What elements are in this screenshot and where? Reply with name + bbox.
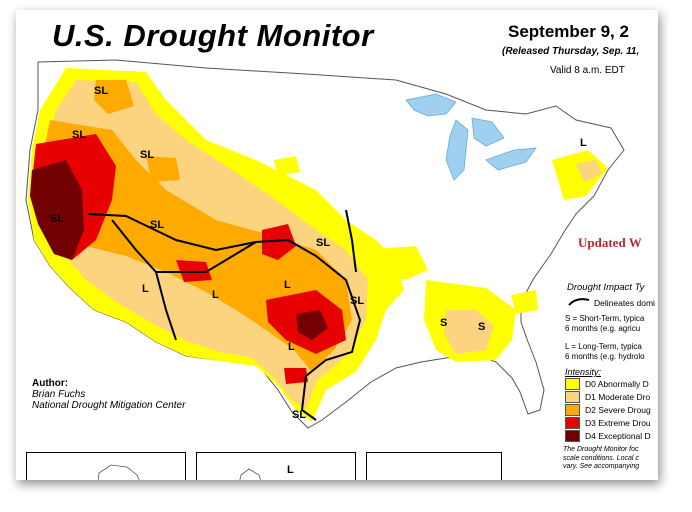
region-label-sl: SL — [50, 213, 64, 225]
region-label-s: S — [440, 317, 447, 329]
region-label-sl: SL — [292, 409, 306, 421]
impact-long-term-line2: 6 months (e.g. hydrolo — [565, 352, 645, 361]
intensity-legend: D0 Abnormally D D1 Moderate Dro D2 Sever… — [565, 377, 651, 442]
updated-note: Updated W — [578, 235, 642, 250]
legend-item-d2: D2 Severe Droug — [565, 403, 651, 416]
legend-label-d1: D1 Moderate Dro — [585, 391, 651, 402]
d4-areas — [30, 160, 328, 340]
great-lakes — [405, 93, 537, 181]
legend-label-d3: D3 Extreme Drou — [585, 417, 651, 428]
footnote-line2: scale conditions. Local c — [563, 454, 639, 462]
map-title: U.S. Drought Monitor — [52, 18, 374, 53]
legend-swatch-d4 — [565, 429, 580, 442]
valid-time: Valid 8 a.m. EDT — [550, 65, 625, 76]
hawaii-inset: L — [196, 452, 356, 480]
hawaii-shape: L — [239, 464, 294, 480]
legend-label-d2: D2 Severe Droug — [585, 404, 651, 415]
region-label-sl: SL — [140, 149, 154, 161]
region-labels: SL SL SL SL SL SL SL SL L L L L L S S — [50, 85, 587, 421]
footnote-line3: vary. See accompanying — [563, 463, 640, 470]
footnote-line1: The Drought Monitor foc — [563, 446, 639, 453]
legend-label-d0: D0 Abnormally D — [585, 378, 649, 389]
impact-boundaries — [87, 209, 362, 421]
puerto-rico-inset — [366, 452, 502, 480]
intensity-title: Intensity: — [565, 367, 602, 377]
footnote: The Drought Monitor foc scale conditions… — [563, 446, 658, 472]
impact-short-term-line1: S = Short-Term, typica — [565, 314, 645, 323]
boundary-line-icon — [568, 298, 590, 306]
region-label-sl: SL — [72, 129, 86, 141]
drought-map-frame: SL SL SL SL SL SL SL SL L L L L L S S U.… — [16, 10, 658, 480]
map-date: September 9, 2 — [508, 22, 629, 41]
legend-item-d1: D1 Moderate Dro — [565, 390, 651, 403]
alaska-shape — [97, 464, 140, 480]
legend-swatch-d0 — [565, 377, 580, 390]
impact-long-term: L = Long-Term, typica 6 months (e.g. hyd… — [565, 342, 645, 362]
region-label-l: L — [212, 289, 219, 301]
author-label: Author: — [32, 378, 69, 389]
region-label-sl: SL — [350, 295, 364, 307]
impact-legend-title: Drought Impact Ty — [567, 282, 645, 293]
legend-item-d3: D3 Extreme Drou — [565, 416, 651, 429]
region-label-l: L — [288, 341, 295, 353]
legend-item-d0: D0 Abnormally D — [565, 377, 651, 390]
impact-delineates: Delineates domi — [594, 298, 655, 308]
author-org: National Drought Mitigation Center — [32, 400, 186, 411]
region-label-l: L — [580, 137, 587, 149]
region-label-sl: SL — [150, 219, 164, 231]
legend-swatch-d3 — [565, 416, 580, 429]
impact-long-term-line1: L = Long-Term, typica — [565, 342, 642, 351]
legend-item-d4: D4 Exceptional D — [565, 429, 651, 442]
impact-short-term: S = Short-Term, typica 6 months (e.g. ag… — [565, 314, 644, 334]
impact-short-term-line2: 6 months (e.g. agricu — [565, 324, 641, 333]
inset-region-label: L — [287, 464, 294, 476]
release-note: (Released Thursday, Sep. 11, — [502, 46, 640, 57]
alaska-inset — [26, 452, 186, 480]
region-label-l: L — [284, 279, 291, 291]
region-label-l: L — [142, 283, 149, 295]
legend-swatch-d1 — [565, 390, 580, 403]
legend-swatch-d2 — [565, 403, 580, 416]
legend-label-d4: D4 Exceptional D — [585, 430, 651, 441]
author-name: Brian Fuchs — [32, 389, 86, 400]
author-block: Author: Brian Fuchs National Drought Mit… — [32, 378, 185, 411]
region-label-sl: SL — [316, 237, 330, 249]
us-map: SL SL SL SL SL SL SL SL L L L L L S S — [25, 59, 625, 429]
region-label-s: S — [478, 321, 485, 333]
region-label-sl: SL — [94, 85, 108, 97]
